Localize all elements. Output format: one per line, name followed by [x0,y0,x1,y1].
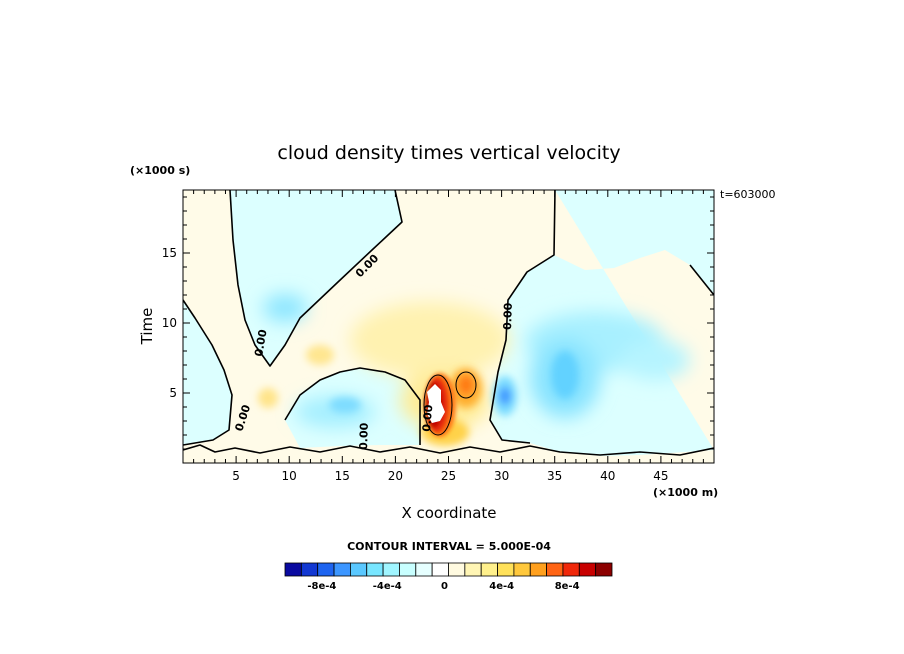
x-tick-label: 20 [388,469,403,483]
contour-interval-text: CONTOUR INTERVAL = 5.000E-04 [347,540,551,553]
x-tick-label: 5 [232,469,240,483]
contour-label: 0.00 [357,422,371,450]
colorbar-tick-label: 0 [441,581,448,592]
colorbar-tick-label: 8e-4 [555,581,580,592]
colorbar-swatch [595,562,613,577]
time-stamp: t=603000 [720,188,776,201]
contour-label: 0.00 [420,404,435,433]
contour-label: 0.00 [252,328,270,357]
x-tick-label: 25 [441,469,456,483]
negative-region-left [183,300,232,445]
x-tick-label: 10 [282,469,297,483]
colorbar-swatch [448,562,466,577]
colorbar-swatch [366,562,384,577]
contour-label: 0.00 [501,302,515,330]
colorbar-swatch [284,562,302,577]
colorbar-swatch [529,562,548,577]
colorbar-swatch [317,562,335,577]
x-tick-label: 30 [494,469,509,483]
colorbar-swatch [382,562,400,577]
x-tick-label: 40 [600,469,615,483]
colorbar-swatch [546,562,564,577]
y-tick-label: 10 [162,316,177,330]
x-tick-label: 15 [335,469,350,483]
x-axis-title: X coordinate [401,504,496,522]
x-tick-label: 45 [653,469,668,483]
colorbar-swatch [415,562,433,577]
negative-region-left-upper [230,190,402,366]
colorbar-swatch [349,562,368,577]
colorbar-swatch [431,562,449,577]
x-unit-label: (×1000 m) [653,486,718,499]
chart-title: cloud density times vertical velocity [277,142,620,164]
y-unit-label: (×1000 s) [130,164,190,177]
colorbar-swatch [300,562,319,577]
colorbar-swatch [333,562,351,577]
colorbar-swatch [513,562,531,577]
colorbar: -8e-4 -4e-4 0 4e-4 8e-4 [284,562,613,592]
axes: 5 10 15 20 25 30 35 40 45 5 10 15 [162,189,715,483]
colorbar-swatch [464,562,482,577]
y-tick-label: 5 [169,386,177,400]
y-axis-title: Time [138,308,156,346]
peak-core [427,384,445,423]
colorbar-swatch [578,562,597,577]
colorbar-tick-label: -4e-4 [373,581,402,592]
contour-field [183,190,714,463]
x-tick-label: 35 [547,469,562,483]
colorbar-swatch [399,562,417,577]
colorbar-swatch [480,562,498,577]
colorbar-tick-label: 4e-4 [489,581,514,592]
colorbar-swatch [497,562,515,577]
colorbar-swatch [562,562,580,577]
colorbar-tick-label: -8e-4 [307,581,336,592]
y-tick-label: 15 [162,246,177,260]
